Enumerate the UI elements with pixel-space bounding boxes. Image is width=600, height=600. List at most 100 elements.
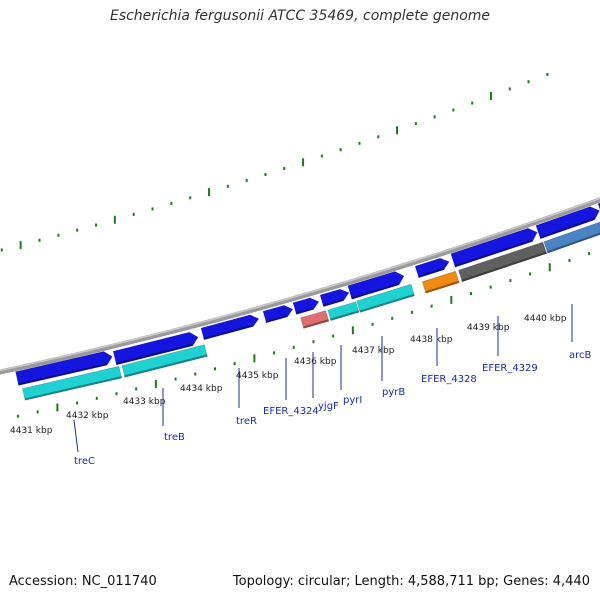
upper-tick xyxy=(38,238,41,242)
lower-tick xyxy=(489,285,492,289)
tick-label: 4434 kbp xyxy=(180,384,223,394)
gene-arrow-shade xyxy=(203,324,254,340)
gene-label: treR xyxy=(236,416,257,427)
gene-label: treC xyxy=(74,456,95,467)
gene-arrow xyxy=(347,271,405,300)
gene-block xyxy=(22,365,123,401)
lower-tick xyxy=(351,326,354,335)
tick-label: 4439 kbp xyxy=(467,323,510,333)
gene-label: EFER_4328 xyxy=(421,374,477,385)
gene-block xyxy=(300,310,330,329)
gene-label: yjgF xyxy=(318,401,339,412)
gene-label: arcB xyxy=(569,350,592,361)
tick-label: 4437 kbp xyxy=(352,346,395,356)
upper-tick xyxy=(76,228,79,232)
upper-tick xyxy=(471,101,474,105)
gene-arrow-shade xyxy=(265,315,288,323)
tick-label: 4433 kbp xyxy=(123,397,166,407)
lower-tick xyxy=(273,351,276,355)
gene-block xyxy=(327,301,360,321)
lower-tick xyxy=(135,387,138,391)
lower-tick xyxy=(332,334,335,338)
gene-block xyxy=(421,270,460,294)
lower-tick xyxy=(548,263,551,272)
upper-tick xyxy=(95,223,98,227)
upper-tick xyxy=(19,241,22,250)
upper-tick xyxy=(57,233,60,237)
gene-arrow xyxy=(450,227,538,268)
genome-backbone xyxy=(0,197,600,375)
upper-tick xyxy=(0,248,3,252)
gene-block xyxy=(356,283,415,313)
upper-tick xyxy=(189,196,192,200)
gene-block-shade xyxy=(124,354,208,378)
map-title: Escherichia fergusonii ATCC 35469, compl… xyxy=(109,8,491,24)
lower-tick xyxy=(410,310,413,314)
upper-tick xyxy=(527,80,530,84)
gene-arrow xyxy=(112,331,199,366)
upper-tick xyxy=(208,188,211,197)
upper-tick xyxy=(320,154,323,158)
upper-tick xyxy=(151,207,154,211)
gene-block-shade xyxy=(461,251,547,282)
tick-label: 4436 kbp xyxy=(294,357,337,367)
upper-tick xyxy=(302,158,305,167)
gene-block-shade xyxy=(359,293,415,313)
upper-tick xyxy=(283,166,286,170)
gene-arrow-shade xyxy=(18,363,108,386)
gene-layer xyxy=(15,202,600,401)
backbone-highlight xyxy=(0,197,600,372)
upper-tick xyxy=(113,215,116,224)
gene-label: pyrI xyxy=(343,395,362,406)
upper-tick xyxy=(396,126,399,135)
upper-tick xyxy=(226,184,229,188)
gene-label: treB xyxy=(164,432,185,443)
gene-arrow-shade xyxy=(418,267,444,278)
upper-tick xyxy=(245,178,248,182)
lower-tick xyxy=(568,258,571,262)
lower-tick xyxy=(194,372,197,376)
lower-tick xyxy=(391,316,394,320)
gene-arrow xyxy=(414,257,450,279)
upper-tick xyxy=(264,172,267,176)
lower-tick xyxy=(115,392,118,396)
gene-arrow-shade xyxy=(351,283,399,300)
gene-block xyxy=(121,344,208,378)
gene-arrow-shade xyxy=(322,298,344,307)
lower-tick xyxy=(95,396,98,400)
lower-tick xyxy=(174,377,177,381)
gene-block-shade xyxy=(330,310,359,321)
tick-layer xyxy=(0,72,591,418)
gene-block-shade xyxy=(303,319,329,329)
upper-tick xyxy=(132,212,135,216)
lower-tick xyxy=(430,304,433,308)
gene-arrow-shade xyxy=(454,239,533,268)
gene-leader-line xyxy=(73,419,79,453)
genome-summary-text: Topology: circular; Length: 4,588,711 bp… xyxy=(232,574,590,589)
lower-tick xyxy=(36,410,39,414)
upper-tick xyxy=(489,92,492,101)
gene-arrow xyxy=(535,206,600,240)
gene-arrow xyxy=(292,297,320,315)
gene-block-shade xyxy=(24,376,122,401)
upper-tick xyxy=(452,108,455,112)
lower-tick xyxy=(253,354,256,363)
gene-arrow-shade xyxy=(539,217,595,239)
gene-block-shade xyxy=(547,232,600,254)
lower-tick xyxy=(312,340,315,344)
lower-tick xyxy=(292,345,295,349)
gene-arrow xyxy=(200,314,260,341)
lower-tick xyxy=(56,403,59,412)
tick-label: 4431 kbp xyxy=(10,426,53,436)
lower-tick xyxy=(154,380,157,389)
upper-tick xyxy=(170,201,173,205)
lower-tick xyxy=(470,292,473,296)
upper-tick xyxy=(546,72,549,76)
upper-tick xyxy=(339,148,342,152)
accession-text: Accession: NC_011740 xyxy=(9,574,157,589)
gene-label: pyrB xyxy=(382,387,405,398)
gene-arrow-shade xyxy=(116,343,193,365)
gene-block xyxy=(543,221,600,254)
lower-tick xyxy=(76,401,79,405)
label-layer: 4431 kbp 4432 kbp 4433 kbp 4434 kbp 4435 kbp… xyxy=(10,304,592,467)
